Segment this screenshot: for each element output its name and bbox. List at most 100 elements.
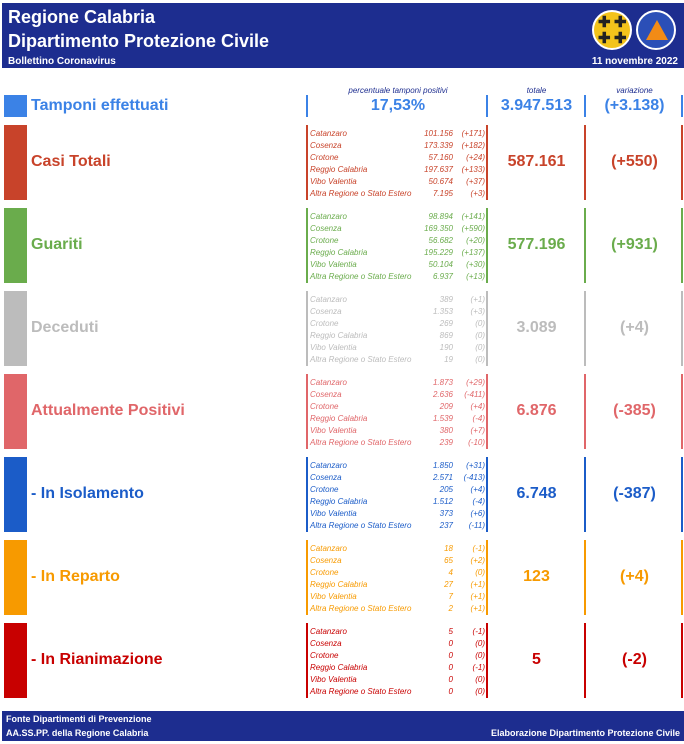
- province-list: Catanzaro 5 (-1) Cosenza 0 (0) Crotone 0 (0) Regg…: [310, 626, 486, 698]
- province-row: Reggio Calabria 869 (0): [310, 330, 486, 342]
- province-value: 0: [448, 639, 453, 648]
- section-total: 5: [532, 650, 541, 668]
- province-delta: (-4): [472, 497, 485, 506]
- province-name: Catanzaro: [310, 378, 347, 387]
- province-name: Crotone: [310, 402, 339, 411]
- province-delta: (-4): [472, 414, 485, 423]
- province-value: 373: [439, 509, 453, 518]
- province-row: Cosenza 173.339 (+182): [310, 140, 486, 152]
- province-row: Catanzaro 389 (+1): [310, 294, 486, 306]
- tamponi-percent: 17,53%: [370, 97, 426, 114]
- bulletin-footer: Fonte Dipartimenti di Prevenzione AA.SS.…: [2, 711, 684, 741]
- province-name: Altra Regione o Stato Estero: [310, 189, 412, 198]
- section-variation: (+931): [611, 235, 658, 253]
- province-value: 173.339: [424, 141, 453, 150]
- province-delta: (+590): [461, 224, 485, 233]
- province-value: 50.674: [428, 177, 453, 186]
- divider: [584, 208, 586, 283]
- province-delta: (0): [475, 343, 485, 352]
- section-total: 123: [523, 567, 550, 585]
- province-delta: (+6): [470, 509, 485, 518]
- footer-source-line1: Fonte Dipartimenti di Prevenzione: [6, 714, 152, 724]
- section-total: 6.876: [516, 401, 557, 419]
- province-name: Crotone: [310, 651, 339, 660]
- province-row: Cosenza 2.571 (-413): [310, 472, 486, 484]
- bulletin-subbar: Bollettino Coronavirus 11 novembre 2022: [2, 56, 684, 68]
- province-row: Vibo Valentia 380 (+7): [310, 425, 486, 437]
- province-delta: (+182): [461, 141, 485, 150]
- province-row: Vibo Valentia 373 (+6): [310, 508, 486, 520]
- province-list: Catanzaro 18 (-1) Cosenza 65 (+2) Crotone 4 (0) R…: [310, 543, 486, 615]
- divider: [681, 540, 683, 615]
- section-swatch: [4, 374, 27, 449]
- province-delta: (+29): [466, 378, 485, 387]
- province-name: Crotone: [310, 568, 339, 577]
- section-guariti: Guariti Catanzaro 98.894 (+141) Cosenza 169.3…: [0, 208, 684, 283]
- section-swatch: [4, 208, 27, 283]
- divider: [681, 374, 683, 449]
- province-delta: (+1): [470, 604, 485, 613]
- footer-credit: Elaborazione Dipartimento Protezione Civ…: [490, 728, 680, 738]
- province-row: Cosenza 2.636 (-411): [310, 389, 486, 401]
- province-value: 27: [444, 580, 453, 589]
- province-row: Catanzaro 1.873 (+29): [310, 377, 486, 389]
- bulletin-subtitle: Bollettino Coronavirus: [8, 56, 116, 67]
- province-value: 6.937: [432, 272, 453, 281]
- province-row: Vibo Valentia 190 (0): [310, 342, 486, 354]
- province-row: Crotone 269 (0): [310, 318, 486, 330]
- province-row: Altra Regione o Stato Estero 239 (-10): [310, 437, 486, 449]
- province-row: Crotone 4 (0): [310, 567, 486, 579]
- divider: [584, 374, 586, 449]
- protezione-civile-logo: [636, 10, 676, 50]
- province-name: Vibo Valentia: [310, 177, 357, 186]
- section-label: Deceduti: [31, 318, 99, 336]
- province-value: 1.512: [432, 497, 453, 506]
- divider: [584, 457, 586, 532]
- section-variation: (-387): [613, 484, 656, 502]
- province-delta: (-413): [463, 473, 485, 482]
- province-name: Cosenza: [310, 473, 342, 482]
- col-header-percent: percentuale tamponi positivi: [348, 86, 448, 95]
- province-value: 389: [439, 295, 453, 304]
- province-delta: (+4): [470, 485, 485, 494]
- section-variation: (+4): [620, 318, 649, 336]
- province-value: 18: [444, 544, 453, 553]
- bulletin-date: 11 novembre 2022: [591, 56, 678, 67]
- province-row: Altra Regione o Stato Estero 19 (0): [310, 354, 486, 366]
- province-value: 2: [448, 604, 453, 613]
- province-delta: (+31): [466, 461, 485, 470]
- divider: [681, 291, 683, 366]
- tamponi-total: 3.947.513: [500, 97, 573, 114]
- tamponi-label: Tamponi effettuati: [31, 97, 169, 114]
- divider: [306, 623, 308, 698]
- province-list: Catanzaro 389 (+1) Cosenza 1.353 (+3) Crotone 2…: [310, 294, 486, 366]
- province-delta: (+141): [461, 212, 485, 221]
- province-row: Vibo Valentia 50.674 (+37): [310, 176, 486, 188]
- province-row: Reggio Calabria 1.539 (-4): [310, 413, 486, 425]
- section-isolamento: - In Isolamento Catanzaro 1.850 (+31) Cosenz…: [0, 457, 684, 532]
- section-variation: (+550): [611, 152, 658, 170]
- province-value: 209: [439, 402, 453, 411]
- province-name: Altra Regione o Stato Estero: [310, 355, 412, 364]
- divider: [681, 457, 683, 532]
- province-row: Crotone 0 (0): [310, 650, 486, 662]
- province-delta: (+2): [470, 556, 485, 565]
- province-row: Catanzaro 5 (-1): [310, 626, 486, 638]
- province-value: 0: [448, 651, 453, 660]
- province-name: Cosenza: [310, 556, 342, 565]
- province-value: 195.229: [424, 248, 453, 257]
- province-value: 4: [448, 568, 453, 577]
- divider: [306, 540, 308, 615]
- province-row: Altra Regione o Stato Estero 2 (+1): [310, 603, 486, 615]
- divider: [584, 623, 586, 698]
- divider: [486, 540, 488, 615]
- province-delta: (+30): [466, 260, 485, 269]
- divider: [486, 125, 488, 200]
- province-name: Reggio Calabria: [310, 663, 368, 672]
- province-row: Reggio Calabria 0 (-1): [310, 662, 486, 674]
- province-value: 1.850: [432, 461, 453, 470]
- section-rianimazione: - In Rianimazione Catanzaro 5 (-1) Cosenza 0 (…: [0, 623, 684, 698]
- footer-source-line2: AA.SS.PP. della Regione Calabria: [6, 728, 149, 738]
- province-row: Reggio Calabria 195.229 (+137): [310, 247, 486, 259]
- province-row: Catanzaro 18 (-1): [310, 543, 486, 555]
